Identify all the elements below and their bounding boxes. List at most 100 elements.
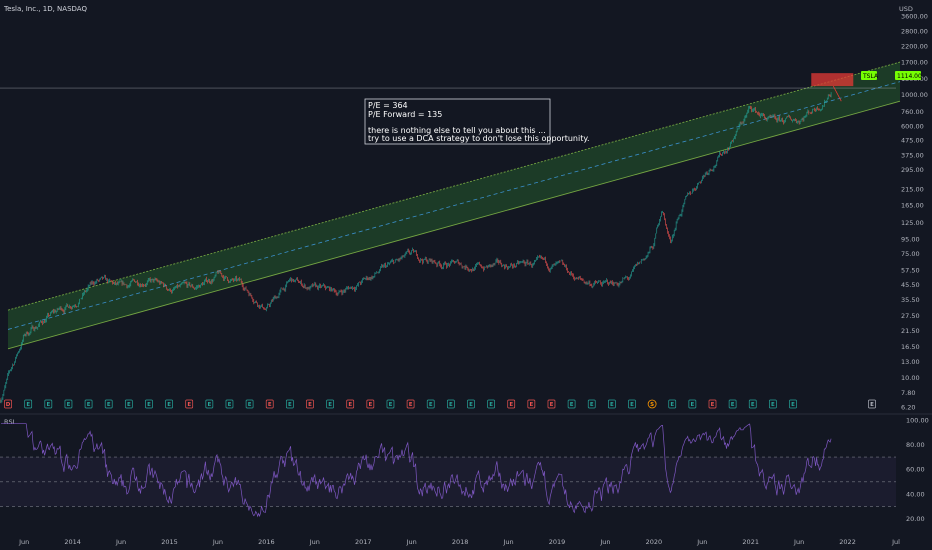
event-marker-label: E — [248, 402, 252, 408]
annotation-box — [364, 98, 551, 145]
earnings-event-marker[interactable] — [487, 399, 495, 409]
rsi-line — [1, 423, 832, 518]
earnings-event-marker[interactable] — [608, 399, 616, 409]
price-tick-label: 27.50 — [901, 312, 920, 320]
earnings-event-marker[interactable] — [467, 399, 475, 409]
earnings-event-marker[interactable] — [165, 399, 173, 409]
time-tick-label: Jun — [115, 538, 126, 546]
time-tick-label: 2014 — [64, 538, 81, 546]
earnings-event-marker[interactable] — [185, 399, 194, 409]
earnings-event-marker[interactable] — [84, 399, 93, 409]
time-tick-label: 2015 — [161, 538, 178, 546]
annotation-line-1: P/E = 364 — [368, 101, 408, 110]
earnings-event-marker[interactable] — [587, 399, 596, 409]
dividend-event-marker[interactable] — [4, 399, 12, 409]
earnings-event-marker[interactable] — [527, 399, 536, 409]
event-marker-label: E — [207, 402, 211, 408]
event-marker-label: E — [46, 402, 50, 408]
price-tick-label: 760.00 — [901, 108, 924, 116]
target-zone — [811, 73, 854, 87]
earnings-event-marker[interactable] — [447, 399, 455, 409]
earnings-event-marker[interactable] — [386, 399, 395, 409]
earnings-event-marker[interactable] — [44, 399, 53, 409]
earnings-event-marker[interactable] — [789, 399, 797, 409]
annotation-line-2: P/E Forward = 135 — [368, 110, 442, 119]
time-tick-label: 2018 — [452, 538, 469, 546]
earnings-event-marker[interactable] — [285, 399, 294, 409]
event-marker-label: E — [771, 402, 775, 408]
split-event-marker[interactable] — [647, 399, 657, 409]
event-marker-label: E — [711, 402, 715, 408]
channel-lower-line — [7, 100, 901, 350]
event-marker-label: E — [127, 402, 131, 408]
earnings-event-marker[interactable] — [265, 399, 274, 409]
earnings-event-marker[interactable] — [507, 399, 516, 409]
price-tick-label: 10.00 — [901, 374, 920, 382]
earnings-event-marker[interactable] — [205, 399, 214, 409]
price-tick-label: 57.50 — [901, 266, 920, 274]
event-marker-label: E — [368, 402, 372, 408]
price-candles — [0, 92, 832, 404]
earnings-event-marker[interactable] — [326, 399, 334, 409]
earnings-event-marker[interactable] — [628, 399, 636, 409]
earnings-event-marker[interactable] — [406, 399, 415, 409]
price-tick-label: 1700.00 — [901, 58, 928, 66]
event-marker-label: E — [670, 402, 674, 408]
earnings-event-marker[interactable] — [225, 399, 234, 409]
earnings-event-marker[interactable] — [104, 399, 113, 409]
earnings-event-marker[interactable] — [728, 399, 737, 409]
price-tick-label: 3600.00 — [901, 12, 928, 20]
rsi-axis[interactable]: 100.00 80.00 60.00 40.00 20.00 — [906, 416, 929, 523]
event-marker-label: E — [630, 402, 634, 408]
earnings-event-marker[interactable] — [567, 399, 576, 409]
event-marker-label: E — [550, 402, 554, 408]
event-marker-label: S — [650, 402, 654, 408]
event-marker-label: E — [731, 402, 735, 408]
last-price-badge — [895, 71, 921, 80]
earnings-event-marker[interactable] — [547, 399, 556, 409]
ticker-badge-label: TSLA — [862, 73, 879, 80]
time-tick-label: Jun — [212, 538, 223, 546]
earnings-event-marker[interactable] — [124, 399, 133, 409]
earnings-event-marker[interactable] — [64, 399, 73, 409]
price-tick-label: 6.20 — [901, 403, 915, 411]
event-marker-label: E — [449, 402, 453, 408]
earnings-event-marker[interactable] — [868, 399, 876, 409]
earnings-event-marker[interactable] — [346, 399, 355, 409]
earnings-event-marker[interactable] — [426, 399, 435, 409]
earnings-event-marker[interactable] — [306, 399, 314, 409]
earnings-event-marker[interactable] — [769, 399, 777, 409]
time-tick-label: Jun — [406, 538, 417, 546]
earnings-event-marker[interactable] — [366, 399, 375, 409]
earnings-event-marker[interactable] — [688, 399, 697, 409]
earnings-event-marker[interactable] — [708, 399, 717, 409]
earnings-event-marker[interactable] — [24, 399, 33, 409]
event-marker-label: E — [610, 402, 614, 408]
annotation-note[interactable]: P/E = 364 P/E Forward = 135 there is not… — [364, 98, 590, 145]
price-tick-label: 125.00 — [901, 219, 924, 227]
earnings-event-marker[interactable] — [748, 399, 757, 409]
last-price-markers: TSLA 1114.00 — [861, 71, 922, 80]
earnings-event-marker[interactable] — [145, 399, 153, 409]
price-tick-label: 21.50 — [901, 327, 920, 335]
earnings-event-marker[interactable] — [668, 399, 677, 409]
time-axis[interactable]: Jun 2014 Jun 2015 Jun 2016 Jun 2017 Jun 2018 Jun 20… — [18, 538, 900, 546]
rsi-tick-label: 20.00 — [906, 515, 925, 523]
earnings-event-marker[interactable] — [245, 399, 254, 409]
event-marker-label: E — [228, 402, 232, 408]
event-marker-label: E — [107, 402, 111, 408]
currency-label: USD — [899, 5, 913, 13]
time-tick-label: Jun — [309, 538, 320, 546]
rsi-tick-label: 80.00 — [906, 441, 925, 449]
event-marker-label: E — [751, 402, 755, 408]
event-marker-label: E — [489, 402, 493, 408]
time-tick-label: Jul — [891, 538, 900, 546]
time-tick-label: 2022 — [839, 538, 856, 546]
event-marker-label: E — [187, 402, 191, 408]
price-tick-label: 2800.00 — [901, 28, 928, 36]
event-marker-label: E — [308, 402, 312, 408]
channel-mid-line — [7, 81, 901, 330]
